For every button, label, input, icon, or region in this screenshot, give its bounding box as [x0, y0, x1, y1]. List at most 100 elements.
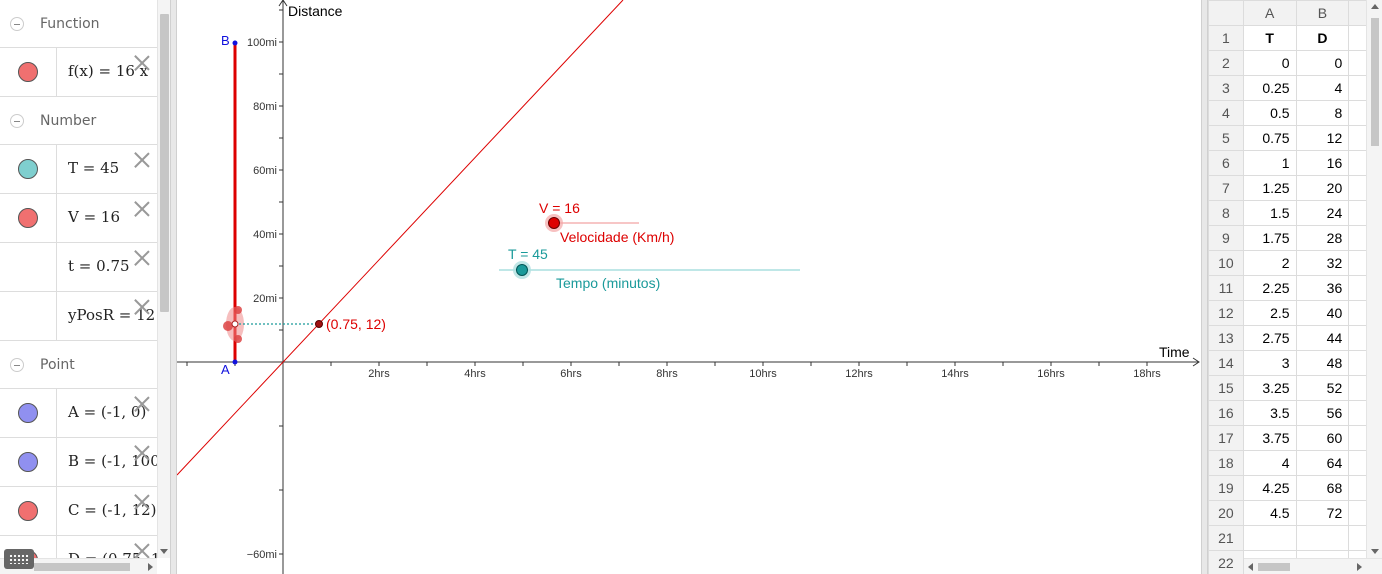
algebra-expression[interactable]: f(x) = 16 x	[68, 62, 149, 80]
algebra-expression[interactable]: T = 45	[68, 159, 120, 177]
row-header[interactable]: 15	[1208, 375, 1244, 401]
collapse-icon[interactable]	[10, 114, 24, 128]
visibility-marble-icon[interactable]	[18, 403, 38, 423]
row-header[interactable]: 8	[1208, 200, 1244, 226]
category-number[interactable]: Number	[0, 97, 157, 145]
cell-A[interactable]: 4.5	[1242, 500, 1297, 526]
cell-A[interactable]: 4.25	[1242, 475, 1297, 501]
cell-B[interactable]: 16	[1295, 150, 1350, 176]
cell-B[interactable]: 8	[1295, 100, 1350, 126]
algebra-expression[interactable]: A = (-1, 0)	[68, 403, 147, 421]
function-f-line[interactable]	[177, 0, 624, 476]
column-header-A[interactable]: A	[1242, 0, 1297, 26]
cell-A[interactable]: 0	[1242, 50, 1297, 76]
spreadsheet-horizontal-scrollbar[interactable]	[1244, 558, 1382, 574]
cell-B[interactable]	[1295, 525, 1350, 551]
delete-icon[interactable]	[133, 249, 151, 267]
cell-A[interactable]: 2.25	[1242, 275, 1297, 301]
algebra-item-yPosR[interactable]: yPosR = 12	[0, 292, 157, 341]
cell-B[interactable]: 60	[1295, 425, 1350, 451]
scrollbar-thumb[interactable]	[1371, 18, 1379, 146]
scrollbar-thumb[interactable]	[160, 14, 169, 312]
row-header[interactable]: 10	[1208, 250, 1244, 276]
cell-B[interactable]: 72	[1295, 500, 1350, 526]
scrollbar-thumb[interactable]	[1258, 563, 1290, 571]
row-header[interactable]: 19	[1208, 475, 1244, 501]
cell-A[interactable]: 3.75	[1242, 425, 1297, 451]
row-header[interactable]: 6	[1208, 150, 1244, 176]
delete-icon[interactable]	[133, 493, 151, 511]
algebra-vertical-scrollbar[interactable]	[157, 0, 170, 558]
cell-B[interactable]: 32	[1295, 250, 1350, 276]
row-header[interactable]: 3	[1208, 75, 1244, 101]
cell-B[interactable]: D	[1295, 25, 1350, 51]
cell-A[interactable]: 1.75	[1242, 225, 1297, 251]
algebra-item-A[interactable]: A = (-1, 0)	[0, 389, 157, 438]
cell-A[interactable]: 2.75	[1242, 325, 1297, 351]
cell-A[interactable]: 1.5	[1242, 200, 1297, 226]
cell-B[interactable]: 24	[1295, 200, 1350, 226]
visibility-marble-icon[interactable]	[18, 62, 38, 82]
cell-A[interactable]: T	[1242, 25, 1297, 51]
cell-B[interactable]: 56	[1295, 400, 1350, 426]
visibility-marble-icon[interactable]	[18, 452, 38, 472]
cell-A[interactable]	[1242, 525, 1297, 551]
spreadsheet-vertical-scrollbar[interactable]	[1366, 0, 1382, 558]
cell-B[interactable]: 64	[1295, 450, 1350, 476]
panel-splitter[interactable]	[1201, 0, 1208, 574]
cell-A[interactable]: 1	[1242, 150, 1297, 176]
cell-A[interactable]: 0.5	[1242, 100, 1297, 126]
cell-A[interactable]: 0.75	[1242, 125, 1297, 151]
cell-B[interactable]: 40	[1295, 300, 1350, 326]
row-header[interactable]: 11	[1208, 275, 1244, 301]
point-A[interactable]	[232, 359, 238, 365]
row-header[interactable]: 1	[1208, 25, 1244, 51]
row-header[interactable]: 17	[1208, 425, 1244, 451]
scroll-right-icon[interactable]	[148, 563, 153, 571]
row-header[interactable]: 9	[1208, 225, 1244, 251]
algebra-item-C[interactable]: C = (-1, 12)	[0, 487, 157, 536]
cell-B[interactable]: 20	[1295, 175, 1350, 201]
delete-icon[interactable]	[133, 54, 151, 72]
row-header[interactable]: 12	[1208, 300, 1244, 326]
visibility-marble-icon[interactable]	[18, 159, 38, 179]
algebra-horizontal-scrollbar[interactable]	[0, 558, 157, 574]
corner-cell[interactable]	[1208, 0, 1244, 26]
cell-B[interactable]: 48	[1295, 350, 1350, 376]
collapse-icon[interactable]	[10, 358, 24, 372]
graphics-canvas[interactable]: 2hrs 4hrs 6hrs 8hrs 10hrs 12hrs 14hrs 16…	[177, 0, 1201, 574]
delete-icon[interactable]	[133, 151, 151, 169]
cell-B[interactable]: 68	[1295, 475, 1350, 501]
scroll-down-icon[interactable]	[1371, 549, 1379, 554]
row-header[interactable]: 14	[1208, 350, 1244, 376]
scroll-up-icon[interactable]	[1371, 4, 1379, 9]
cell-B[interactable]: 28	[1295, 225, 1350, 251]
algebra-expression[interactable]: V = 16	[68, 208, 121, 226]
delete-icon[interactable]	[133, 200, 151, 218]
row-header[interactable]: 13	[1208, 325, 1244, 351]
scroll-left-icon[interactable]	[1248, 563, 1253, 571]
collapse-icon[interactable]	[10, 17, 24, 31]
row-header[interactable]: 18	[1208, 450, 1244, 476]
row-header[interactable]: 4	[1208, 100, 1244, 126]
cell-B[interactable]: 12	[1295, 125, 1350, 151]
category-function[interactable]: Function	[0, 0, 157, 48]
scroll-down-icon[interactable]	[160, 549, 168, 554]
cell-B[interactable]: 0	[1295, 50, 1350, 76]
row-header[interactable]: 2	[1208, 50, 1244, 76]
cell-B[interactable]: 44	[1295, 325, 1350, 351]
algebra-item-V[interactable]: V = 16	[0, 194, 157, 243]
delete-icon[interactable]	[133, 444, 151, 462]
row-header[interactable]: 7	[1208, 175, 1244, 201]
keyboard-icon[interactable]	[4, 549, 34, 569]
row-header[interactable]: 5	[1208, 125, 1244, 151]
category-point[interactable]: Point	[0, 341, 157, 389]
scrollbar-thumb[interactable]	[34, 563, 130, 571]
algebra-item-B[interactable]: B = (-1, 100)	[0, 438, 157, 487]
delete-icon[interactable]	[133, 395, 151, 413]
row-header[interactable]: 20	[1208, 500, 1244, 526]
point-B[interactable]	[232, 40, 238, 46]
algebra-item-T[interactable]: T = 45	[0, 145, 157, 194]
point-D[interactable]	[315, 320, 323, 328]
row-header[interactable]: 21	[1208, 525, 1244, 551]
